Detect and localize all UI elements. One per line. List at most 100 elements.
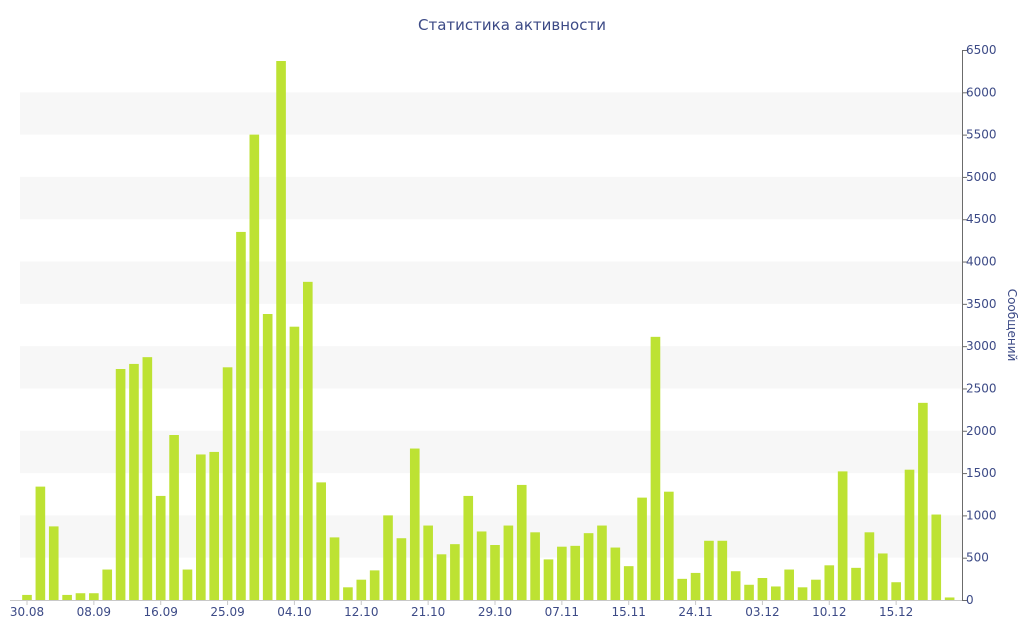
grid-band: [20, 430, 962, 474]
grid-band: [20, 346, 962, 389]
bar: [650, 336, 661, 600]
bar: [423, 525, 433, 600]
bar: [851, 567, 861, 600]
bar: [904, 469, 915, 600]
y-tick-label: 2500: [966, 381, 997, 395]
bar: [583, 533, 594, 600]
bar: [409, 448, 420, 600]
bar: [236, 231, 246, 600]
grid-band: [20, 261, 962, 304]
y-tick-label: 5000: [966, 170, 997, 184]
bar: [450, 544, 460, 600]
bar: [62, 594, 72, 600]
bar: [730, 571, 741, 600]
bar: [356, 579, 367, 600]
bar: [757, 578, 768, 600]
bar: [864, 532, 875, 600]
grid-band: [20, 92, 962, 135]
bar: [302, 281, 313, 600]
bar: [329, 537, 340, 600]
bar: [89, 593, 99, 600]
bar: [516, 484, 527, 600]
bar: [490, 545, 500, 600]
bar: [383, 515, 393, 600]
grid-band: [20, 176, 962, 220]
y-tick-label: 5500: [966, 128, 997, 142]
bar: [316, 482, 326, 600]
bar: [770, 586, 781, 600]
bar: [557, 546, 567, 600]
bar: [837, 471, 848, 600]
bar: [797, 587, 808, 600]
bar: [396, 538, 407, 600]
x-tick-label: 30.08: [10, 605, 44, 619]
y-tick-label: 4500: [966, 212, 997, 226]
x-tick-label: 15.11: [612, 605, 646, 619]
bar: [543, 559, 554, 600]
bar: [597, 525, 607, 600]
bar: [623, 566, 634, 600]
bar: [102, 569, 113, 600]
bar: [249, 134, 260, 600]
x-tick-label: 25.09: [210, 605, 244, 619]
chart-title: Статистика активности: [418, 16, 606, 34]
x-tick-label: 08.09: [77, 605, 111, 619]
bar: [664, 491, 674, 600]
bar: [75, 593, 86, 600]
bar: [35, 486, 46, 600]
bar: [209, 451, 220, 600]
y-tick-label: 3000: [966, 339, 997, 353]
bar: [48, 526, 59, 600]
x-tick-label: 03.12: [745, 605, 779, 619]
bar: [155, 495, 166, 600]
bar: [129, 363, 139, 600]
x-tick-label: 15.12: [879, 605, 913, 619]
bar: [570, 545, 581, 600]
bar: [196, 454, 206, 600]
bar: [436, 554, 447, 600]
bar: [530, 532, 540, 600]
bar: [222, 367, 233, 600]
x-tick-label: 24.11: [678, 605, 712, 619]
bar: [931, 514, 942, 600]
bar: [717, 540, 728, 600]
x-tick-label: 12.10: [344, 605, 378, 619]
y-tick-label: 1500: [966, 466, 997, 480]
bar: [637, 497, 647, 600]
bar: [503, 525, 514, 600]
bar: [289, 326, 300, 600]
bar: [610, 547, 621, 600]
x-tick-label: 10.12: [812, 605, 846, 619]
bar: [690, 572, 701, 600]
bar: [784, 569, 794, 600]
bar: [262, 314, 273, 600]
y-tick-label: 3500: [966, 297, 997, 311]
x-tick-label: 21.10: [411, 605, 445, 619]
bar: [877, 553, 888, 600]
bar: [276, 61, 286, 600]
bar: [463, 495, 474, 600]
bar: [476, 531, 487, 600]
bar: [704, 540, 714, 600]
y-tick-label: 1000: [966, 508, 997, 522]
bar: [22, 594, 32, 600]
y-tick-label: 0: [966, 593, 974, 607]
bar: [115, 369, 126, 600]
y-tick-label: 6000: [966, 85, 997, 99]
y-tick-label: 500: [966, 551, 989, 565]
y-tick-label: 2000: [966, 424, 997, 438]
bar: [677, 578, 688, 600]
bar: [369, 570, 380, 600]
y-axis-label: Сообщений: [1005, 289, 1019, 362]
bar: [142, 357, 153, 600]
bar: [343, 587, 353, 600]
x-tick-label: 07.11: [545, 605, 579, 619]
bar: [891, 582, 901, 600]
x-tick-label: 16.09: [144, 605, 178, 619]
y-tick-label: 6500: [966, 43, 997, 57]
y-tick-label: 4000: [966, 255, 997, 269]
bar: [169, 435, 179, 600]
bar: [918, 402, 928, 600]
bar: [824, 565, 835, 600]
